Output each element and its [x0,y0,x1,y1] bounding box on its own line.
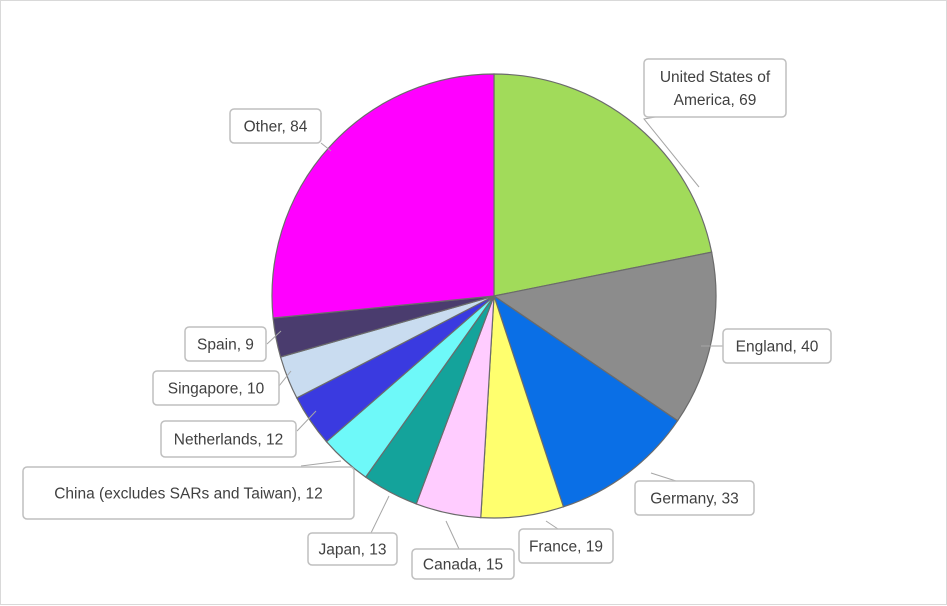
data-label-text: Germany, 33 [650,491,738,508]
data-label: Other, 84 [229,108,322,144]
data-label: Canada, 15 [411,548,515,580]
data-label: England, 40 [722,328,832,364]
data-labels: United States of America, 69 England, 40 Ge… [22,58,832,580]
pie-slice-other [271,73,495,319]
leader-line [320,142,332,152]
data-label-text: Japan, 13 [318,542,386,559]
data-label: France, 19 [518,528,614,564]
data-label-box [152,370,280,406]
data-label: Netherlands, 12 [160,420,297,458]
pie-slice-united-states-of-america [493,73,713,297]
data-label-box [184,326,267,362]
leader-line [445,520,460,550]
data-label-text: United States of [660,69,771,86]
data-label-text: Netherlands, 12 [174,432,283,449]
data-label-text: Singapore, 10 [168,381,265,398]
data-label-box [22,466,355,520]
data-label-text: France, 19 [529,539,603,556]
leader-line [370,495,390,534]
data-label: China (excludes SARs and Taiwan), 12 [22,466,355,520]
data-label-box [722,328,832,364]
leader-line [300,460,342,467]
data-label-text: America, 69 [674,92,757,109]
leader-line [296,410,317,432]
data-label-text: China (excludes SARs and Taiwan), 12 [54,486,323,503]
leader-line [650,472,677,482]
data-label-box [229,108,322,144]
data-label-text: Other, 84 [244,119,308,136]
data-label: Germany, 33 [634,480,755,516]
pie-slice-england [492,251,717,422]
data-label-box [518,528,614,564]
data-label: Japan, 13 [307,532,398,566]
data-label: United States of America, 69 [643,58,787,118]
pie-slice-germany [492,294,679,508]
data-label-text: Canada, 15 [423,557,503,574]
data-label-box [643,58,787,118]
leader-line [266,330,282,345]
data-label-text: England, 40 [736,339,819,356]
leader-line [278,370,292,387]
data-label-text: Spain, 9 [197,337,254,354]
data-label: Singapore, 10 [152,370,280,406]
data-label-box [411,548,515,580]
data-label-box [634,480,755,516]
pie-slices [271,73,717,519]
data-label-box [160,420,297,458]
data-label-box [307,532,398,566]
data-label: Spain, 9 [184,326,267,362]
